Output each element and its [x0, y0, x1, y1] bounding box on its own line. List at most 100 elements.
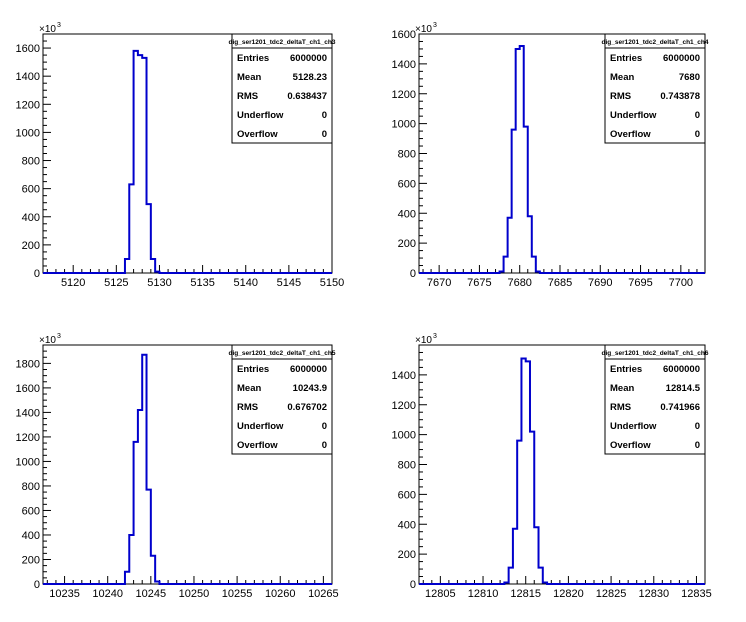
stat-label: Entries: [610, 364, 642, 375]
y-multiplier-label: ×10: [415, 335, 432, 346]
histogram-panel-1: 0 200 400 600 800 1000 1200 1400 1600 5120 5125 513…: [16, 22, 345, 289]
y-multiplier-label: ×10: [39, 24, 56, 35]
y-tick-label: 1200: [392, 89, 416, 101]
x-tick-label: 12830: [638, 588, 669, 600]
y-tick-label: 1000: [392, 430, 416, 442]
histogram-panel-2: 0 200 400 600 800 1000 1200 1400 1600 7670 7675 768…: [392, 22, 709, 289]
y-tick-label: 800: [398, 460, 416, 472]
y-tick-label: 400: [398, 519, 416, 531]
stat-value: 5128.23: [293, 72, 327, 83]
stat-label: RMS: [237, 91, 258, 102]
stat-value: 7680: [679, 72, 700, 83]
stat-value: 0: [322, 110, 327, 121]
y-tick-label: 0: [34, 579, 40, 591]
y-tick-label: 200: [398, 238, 416, 250]
x-tick-label: 12820: [553, 588, 584, 600]
stats-box-frame: [604, 344, 706, 455]
x-tick-label: 7685: [548, 277, 572, 289]
y-tick-label: 0: [34, 268, 40, 280]
x-tick-label: 10235: [49, 588, 80, 600]
stat-label: Entries: [237, 364, 269, 375]
y-tick-label: 1400: [392, 370, 416, 382]
stat-value: 0.743878: [660, 91, 700, 102]
y-multiplier-label: ×10: [39, 335, 56, 346]
y-tick-label: 200: [398, 549, 416, 561]
y-tick-label: 800: [22, 481, 40, 493]
histogram-title: dig_ser1201_tdc2_deltaT_ch1_ch3: [229, 39, 336, 46]
y-tick-label: 1000: [392, 119, 416, 131]
y-tick-label: 1600: [392, 29, 416, 41]
x-tick-label: 5130: [147, 277, 171, 289]
y-multiplier-exponent: 3: [57, 22, 61, 29]
stat-label: Overflow: [610, 440, 651, 451]
stat-label: Mean: [610, 383, 634, 394]
x-tick-label: 10260: [265, 588, 296, 600]
y-tick-label: 200: [22, 554, 40, 566]
y-tick-label: 1000: [16, 127, 40, 139]
stat-label: Entries: [610, 53, 642, 64]
stat-value: 10243.9: [293, 383, 327, 394]
stat-label: Underflow: [610, 421, 657, 432]
histogram-line: [419, 357, 705, 585]
histogram-title: dig_ser1201_tdc2_deltaT_ch1_ch4: [602, 39, 709, 46]
stat-value: 0: [322, 129, 327, 140]
stat-label: Mean: [610, 72, 634, 83]
x-tick-label: 7695: [628, 277, 652, 289]
y-tick-label: 600: [398, 178, 416, 190]
stat-label: Underflow: [237, 110, 284, 121]
stat-label: Overflow: [237, 440, 278, 451]
x-tick-label: 7675: [467, 277, 491, 289]
y-tick-label: 1400: [16, 407, 40, 419]
stat-label: Mean: [237, 383, 261, 394]
x-tick-label: 10245: [136, 588, 167, 600]
x-tick-label: 10250: [179, 588, 210, 600]
y-tick-label: 0: [410, 268, 416, 280]
stat-label: Entries: [237, 53, 269, 64]
y-multiplier-exponent: 3: [433, 333, 437, 340]
histogram-line: [419, 44, 705, 274]
y-tick-label: 1200: [392, 400, 416, 412]
stat-label: Overflow: [237, 129, 278, 140]
histogram-panel-3: 0 200 400 600 800 1000 1200 1400 1600 1800 10235 10…: [16, 333, 339, 600]
stat-value: 0: [695, 440, 700, 451]
y-tick-label: 400: [22, 530, 40, 542]
y-tick-label: 400: [398, 208, 416, 220]
stat-value: 6000000: [290, 364, 327, 375]
stats-box: dig_ser1201_tdc2_deltaT_ch1_ch5 Entries 60…: [229, 344, 336, 455]
x-tick-label: 7700: [669, 277, 693, 289]
histogram-panel-4: 0 200 400 600 800 1000 1200 1400 12805 12810 12815…: [392, 333, 712, 600]
stat-label: Underflow: [237, 421, 284, 432]
stat-label: RMS: [237, 402, 258, 413]
stat-value: 0: [695, 129, 700, 140]
stat-value: 0: [322, 440, 327, 451]
y-tick-label: 1200: [16, 432, 40, 444]
stat-value: 0.638437: [287, 91, 327, 102]
y-tick-label: 1000: [16, 456, 40, 468]
stat-value: 0: [695, 421, 700, 432]
stat-value: 6000000: [663, 364, 700, 375]
y-tick-label: 1800: [16, 358, 40, 370]
histogram-title: dig_ser1201_tdc2_deltaT_ch1_ch6: [602, 350, 709, 357]
stat-value: 0.741966: [660, 402, 700, 413]
y-tick-label: 1400: [392, 59, 416, 71]
x-tick-label: 7670: [427, 277, 451, 289]
stat-value: 0.676702: [287, 402, 327, 413]
x-tick-label: 5150: [320, 277, 344, 289]
x-tick-label: 12805: [425, 588, 456, 600]
y-multiplier-exponent: 3: [433, 22, 437, 29]
y-tick-label: 800: [22, 156, 40, 168]
x-tick-label: 12835: [681, 588, 712, 600]
x-tick-label: 12815: [510, 588, 541, 600]
x-tick-label: 5120: [61, 277, 85, 289]
histogram-line: [43, 353, 332, 585]
x-tick-label: 10265: [308, 588, 339, 600]
stats-box: dig_ser1201_tdc2_deltaT_ch1_ch4 Entries 60…: [602, 33, 709, 144]
x-tick-label: 5125: [104, 277, 128, 289]
x-tick-label: 5145: [277, 277, 301, 289]
x-tick-label: 12825: [596, 588, 627, 600]
x-tick-label: 5140: [233, 277, 257, 289]
x-tick-label: 12810: [468, 588, 499, 600]
x-tick-label: 7690: [588, 277, 612, 289]
y-tick-label: 800: [398, 149, 416, 161]
